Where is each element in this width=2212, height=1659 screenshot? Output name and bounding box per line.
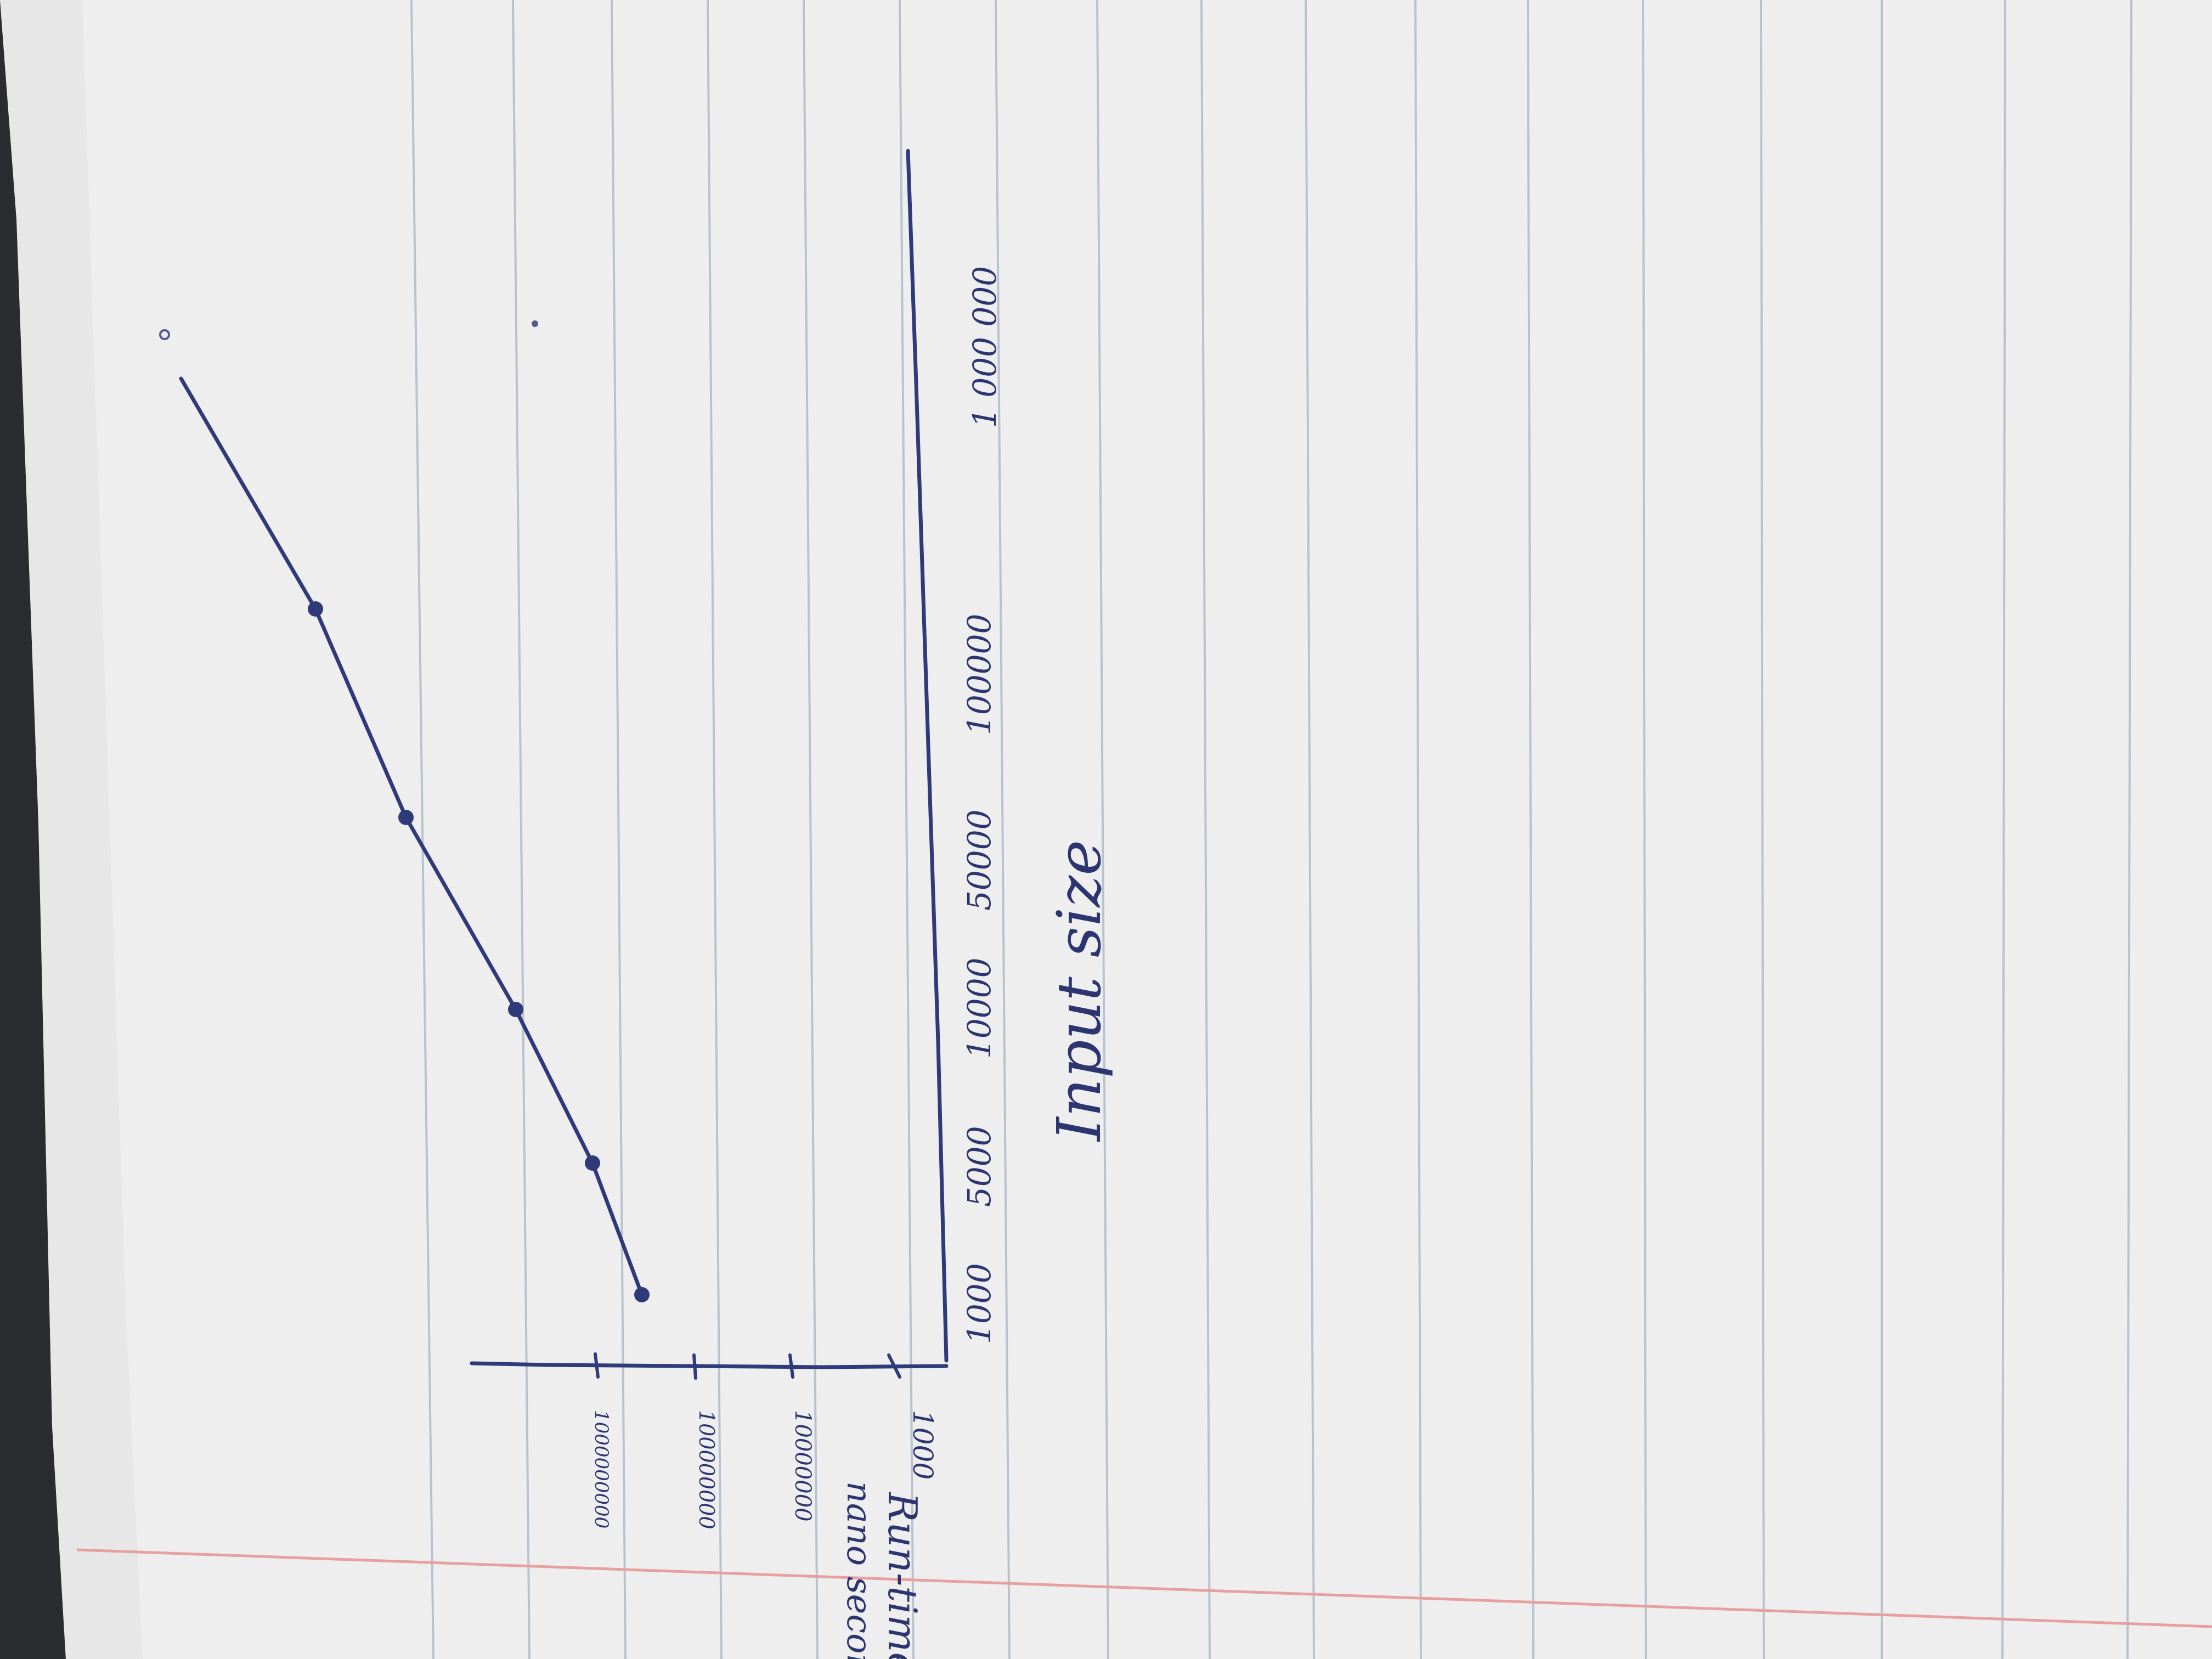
- data-series: [179, 376, 650, 1302]
- x-tick-label: 10000: [961, 957, 998, 1059]
- data-point: [585, 1155, 600, 1171]
- x-tick-labels: 1000 5000 10000 50000 100000 1 000 000: [961, 266, 1003, 1344]
- y-tick-label: 1000: [907, 1410, 939, 1480]
- y-tick-label: 1000000000: [590, 1410, 612, 1528]
- data-point: [634, 1287, 650, 1302]
- y-ticks: [594, 1352, 901, 1380]
- margin-line: [76, 1548, 2212, 1628]
- x-tick-label: 50000: [961, 809, 998, 911]
- x-tick-label: 5000: [961, 1126, 998, 1207]
- x-tick-label: 100000: [961, 614, 998, 735]
- x-axis-line: [906, 149, 949, 1363]
- y-tick-labels: 1000 10000000 100000000 1000000000: [590, 1410, 939, 1530]
- stray-mark: [532, 320, 538, 327]
- x-tick-label: 1000: [961, 1263, 998, 1344]
- data-point: [398, 810, 414, 825]
- y-axis-title: Run-time in nano seconds,: [839, 1481, 926, 1659]
- x-axis-title: Input size: [1044, 840, 1114, 1142]
- y-axis-line: [470, 1361, 949, 1369]
- axes: [470, 149, 949, 1369]
- y-axis-title-line1: Run-time in: [879, 1491, 926, 1659]
- y-tick-label: 10000000: [790, 1410, 815, 1522]
- stray-mark: [159, 329, 170, 340]
- ruled-lines: [410, 0, 2132, 1659]
- series-line: [179, 376, 644, 1297]
- y-tick-label: 100000000: [695, 1410, 719, 1530]
- data-point: [508, 1002, 523, 1017]
- paper-shadow: [0, 0, 143, 1659]
- y-axis-title-line2: nano seconds,: [839, 1481, 879, 1659]
- x-tick-label: 1 000 000: [966, 266, 1003, 428]
- data-point: [308, 601, 323, 617]
